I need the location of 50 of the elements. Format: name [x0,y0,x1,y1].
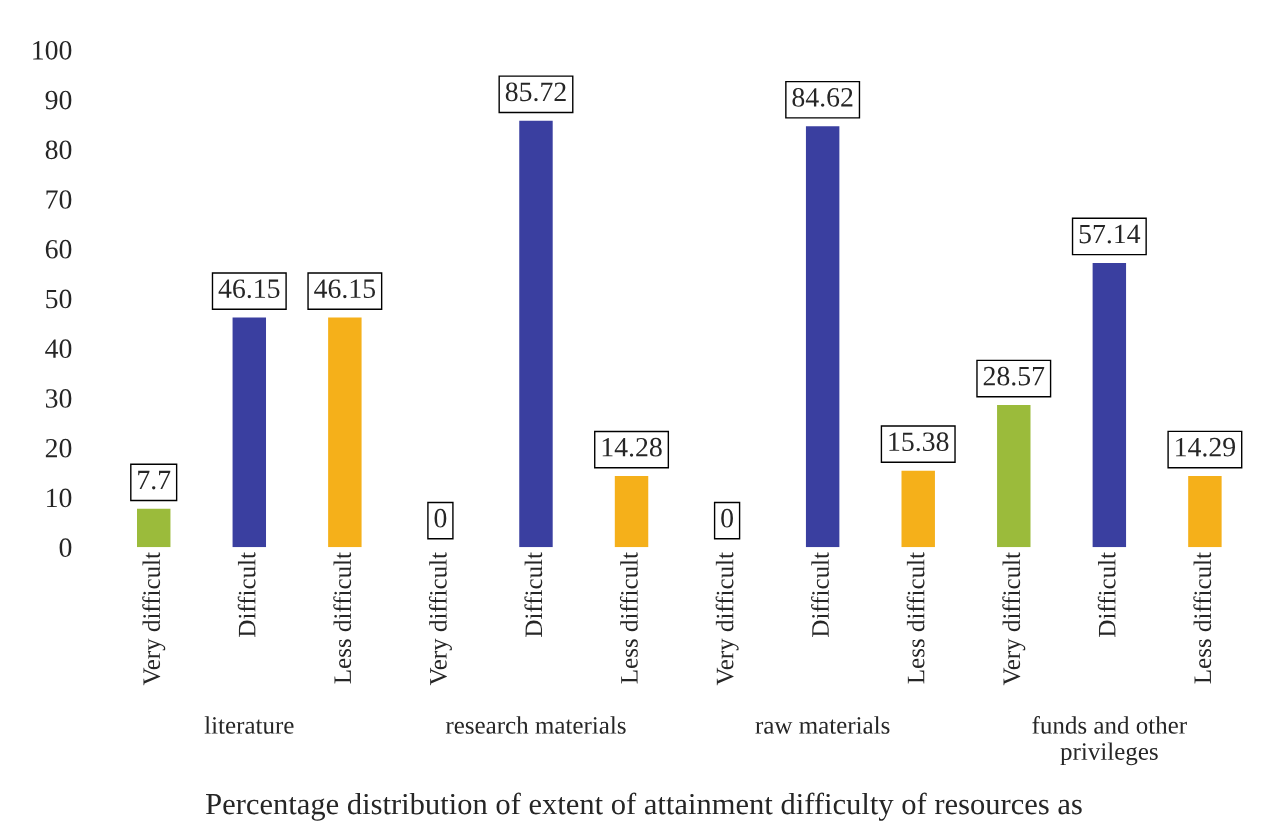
data-label: 57.14 [1079,224,1141,244]
text: raw materials [755,716,890,734]
y-tick-label: 90 [45,90,72,110]
bar [232,317,267,548]
x-tick-label: Very difficult [715,552,739,686]
x-tick-label: Difficult [1097,552,1116,637]
text: research materials [445,716,626,734]
x-tick-label: Very difficult [142,552,166,686]
bar [614,476,649,548]
y-tick-label: 60 [45,239,72,259]
x-tick-label: Difficult [811,552,829,637]
bar [901,470,935,548]
y-tick-label: 10 [47,488,72,508]
y-tick-label: 70 [46,190,72,209]
bar [137,508,171,548]
text: Percentage distribution of extent of attainment difficulty of resources as [206,792,1082,821]
data-label: 46.15 [314,279,376,299]
y-tick-label: 100 [33,40,72,60]
data-label: 14.28 [602,437,662,457]
y-tick-label: 20 [45,438,72,458]
data-label: 7.7 [138,470,171,490]
y-tick-label: 0 [59,538,72,558]
data-label: 15.38 [889,432,949,452]
bar [519,120,553,548]
x-tick-label: Difficult [237,552,256,637]
text: literature [204,716,294,734]
bar [328,317,362,548]
x-tick-label: Difficult [524,552,543,637]
data-label: 85.72 [505,82,566,102]
bar [997,405,1031,548]
data-label: 28.57 [983,366,1045,386]
bar [805,126,840,548]
x-tick-label: Less difficult [906,552,925,684]
data-label: 46.15 [218,279,280,299]
y-tick-label: 40 [45,339,72,359]
x-tick-label: Less difficult [1193,552,1212,684]
data-label: 0 [721,508,733,528]
x-tick-label: Very difficult [1002,552,1026,686]
y-tick-label: 80 [45,140,72,160]
data-label: 84.62 [792,87,853,107]
x-tick-label: Very difficult [428,552,452,686]
bar [1092,262,1127,548]
x-tick-label: Less difficult [619,552,638,684]
data-label: 0 [434,508,447,528]
y-tick-label: 50 [46,289,72,309]
x-tick-label: Less difficult [333,552,352,684]
data-label: 14.29 [1176,437,1236,457]
y-tick-label: 30 [45,389,72,408]
bar [1188,476,1222,548]
text: funds and other privileges [1032,716,1187,766]
